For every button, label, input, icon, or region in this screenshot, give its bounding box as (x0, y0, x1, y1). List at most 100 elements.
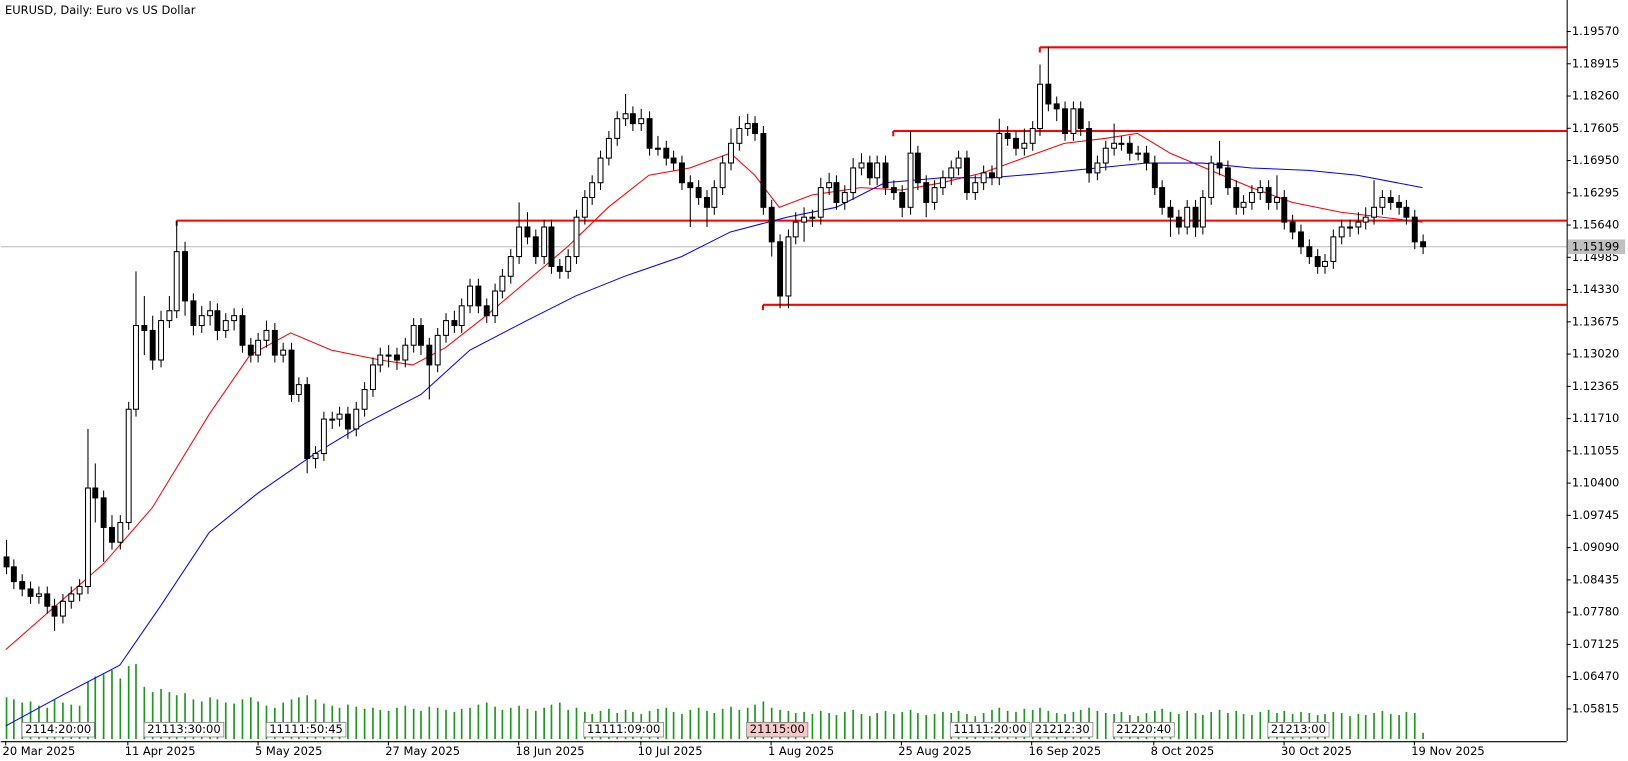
y-tick-label: 1.11055 (1572, 443, 1619, 457)
candle-body (385, 354, 392, 357)
candle-body (1224, 167, 1231, 189)
candle-body (744, 123, 751, 130)
candle-body (687, 182, 694, 189)
y-tick-label: 1.14330 (1572, 282, 1619, 296)
candle-body (826, 182, 833, 189)
candle-body (972, 182, 979, 194)
candle-body (785, 236, 792, 297)
candle-body (914, 152, 921, 184)
candle-body (1387, 196, 1394, 203)
candle-body (516, 226, 523, 258)
candle-body (280, 349, 287, 356)
event-box (1112, 722, 1175, 738)
candle-body (312, 453, 319, 460)
candle-body (1379, 196, 1386, 208)
candle-body (344, 413, 351, 430)
candle-body (451, 320, 458, 327)
candle-body (1045, 83, 1052, 105)
candle-body (507, 256, 514, 277)
candle-body (166, 310, 173, 322)
y-tick-label: 1.18260 (1572, 89, 1619, 103)
candle-body (377, 354, 384, 366)
candle-body (1159, 187, 1166, 208)
candle-body (10, 566, 17, 583)
candle-body (939, 177, 946, 189)
candle-body (841, 192, 848, 203)
candle-body (361, 389, 368, 410)
candle-body (1347, 226, 1354, 229)
y-tick-label: 1.16295 (1572, 185, 1619, 199)
candle-body (353, 408, 360, 430)
candle-body (1199, 196, 1206, 228)
candle-body (1362, 216, 1369, 223)
candle-body (304, 384, 311, 460)
candle-body (1192, 206, 1199, 228)
candle-body (556, 265, 563, 272)
candle-body (1208, 162, 1215, 199)
candle-body (1396, 201, 1403, 208)
event-label: 11111:50:45 (269, 722, 342, 736)
candle-body (801, 216, 808, 223)
candle-body (1135, 152, 1142, 155)
x-tick-label: 18 Jun 2025 (516, 744, 585, 758)
x-tick-label: 10 Jul 2025 (638, 744, 703, 758)
candle-body (92, 487, 99, 499)
y-tick-label: 1.06470 (1572, 669, 1619, 683)
candle-body (695, 187, 702, 199)
candle-body (1062, 108, 1069, 134)
chart-title: EURUSD, Daily: Euro vs US Dollar (5, 3, 196, 17)
y-tick-label: 1.07125 (1572, 637, 1619, 651)
candle-body (646, 118, 653, 149)
x-tick-label: 1 Aug 2025 (768, 744, 834, 758)
candle-body (59, 600, 66, 617)
candle-body (190, 300, 197, 327)
event-box (265, 722, 347, 738)
event-marker: 21220:40 (1112, 722, 1175, 738)
event-marker: 21113:30:00 (143, 722, 225, 738)
candle-body (222, 320, 229, 331)
event-box (949, 722, 1031, 738)
candle-body (1102, 147, 1109, 164)
candle-body (492, 290, 499, 317)
x-tick-label: 20 Mar 2025 (3, 744, 76, 758)
candle-body (963, 157, 970, 194)
event-label: 21212:30 (1035, 722, 1090, 736)
candle-body (288, 349, 295, 395)
y-tick-label: 1.10400 (1572, 476, 1619, 490)
candle-body (833, 182, 840, 203)
candle-body (711, 187, 718, 208)
candle-body (1216, 162, 1223, 169)
candle-body (410, 325, 417, 346)
candle-body (239, 315, 246, 346)
candle-body (622, 113, 629, 120)
candle-body (1322, 260, 1328, 267)
candle-body (475, 285, 482, 307)
event-marker: 11111:20:00 (949, 722, 1031, 738)
candle-body (931, 187, 938, 203)
candle-body (1167, 206, 1174, 218)
candle-body (207, 310, 214, 317)
candle-body (874, 162, 881, 179)
x-tick-label: 16 Sep 2025 (1029, 744, 1102, 758)
y-tick-label: 1.05815 (1572, 701, 1619, 715)
event-box (1031, 722, 1094, 738)
candle-body (736, 128, 743, 144)
candle-body (141, 325, 148, 331)
y-tick-label: 1.18915 (1572, 56, 1619, 70)
candle-body (1411, 216, 1418, 243)
candle-body (100, 497, 107, 528)
candle-body (524, 226, 531, 238)
x-tick-label: 5 May 2025 (255, 744, 323, 758)
candle-body (1070, 108, 1077, 134)
candle-body (51, 605, 58, 617)
candle-body (1281, 196, 1288, 223)
candle-body (760, 132, 767, 208)
event-box (583, 722, 664, 738)
x-tick-label: 30 Oct 2025 (1281, 744, 1352, 758)
event-label: 21113:30:00 (147, 722, 220, 736)
candle-body (890, 187, 897, 194)
candle-body (792, 221, 799, 238)
candle-body (295, 384, 302, 395)
event-marker: 21213:00 (1267, 722, 1330, 738)
